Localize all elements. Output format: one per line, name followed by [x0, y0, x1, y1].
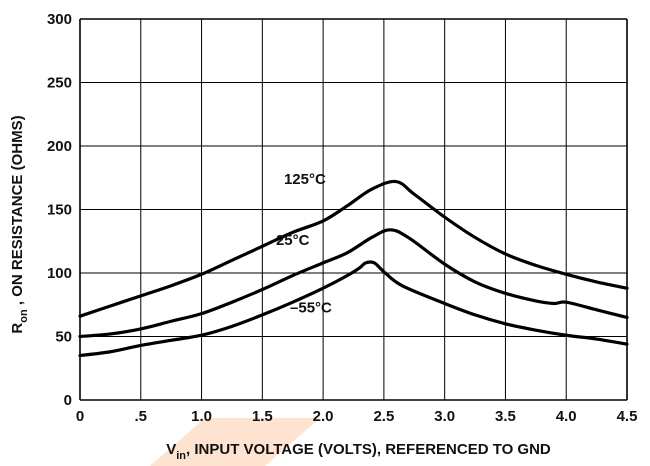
series-line-0: [78, 179, 629, 318]
y-tick-label: 200: [47, 138, 72, 155]
y-tick-label: 250: [47, 75, 72, 92]
x-tick-label: 1.5: [252, 408, 273, 425]
grid: [79, 18, 628, 401]
x-tick-label: 4.0: [556, 408, 577, 425]
series-line-2: [78, 260, 629, 358]
y-axis-title: Ron , ON RESISTANCE (OHMS): [9, 115, 30, 333]
x-tick-label: 3.0: [434, 408, 455, 425]
x-axis-title: Vin, INPUT VOLTAGE (VOLTS), REFERENCED T…: [166, 441, 551, 462]
x-tick-label: 0: [76, 408, 84, 425]
x-tick-label: 2.0: [313, 408, 334, 425]
series-line-1: [78, 228, 629, 339]
curve-label-2: –55°C: [290, 299, 332, 316]
watermark-shape: [150, 418, 320, 466]
x-tick-label: 4.5: [617, 408, 638, 425]
tick-labels: 0 .5 1.0 1.5 2.0 2.5 3.0 3.5 4.0 4.5 0 50 100 150 200 2…: [47, 11, 637, 425]
curve-labels: 125°C 25°C –55°C: [276, 171, 332, 316]
y-tick-label: 300: [47, 11, 72, 28]
y-tick-label: 0: [64, 392, 72, 409]
y-tick-label: 100: [47, 265, 72, 282]
x-tick-label: .5: [135, 408, 148, 425]
x-tick-label: 3.5: [495, 408, 516, 425]
series-lines: [78, 179, 629, 358]
x-tick-label: 2.5: [373, 408, 394, 425]
y-tick-label: 50: [55, 329, 72, 346]
y-tick-label: 150: [47, 202, 72, 219]
curve-label-0: 125°C: [284, 171, 326, 188]
watermark: [150, 418, 320, 466]
axis-titles: Vin, INPUT VOLTAGE (VOLTS), REFERENCED T…: [9, 115, 551, 462]
curve-label-1: 25°C: [276, 232, 310, 249]
x-tick-label: 1.0: [191, 408, 212, 425]
